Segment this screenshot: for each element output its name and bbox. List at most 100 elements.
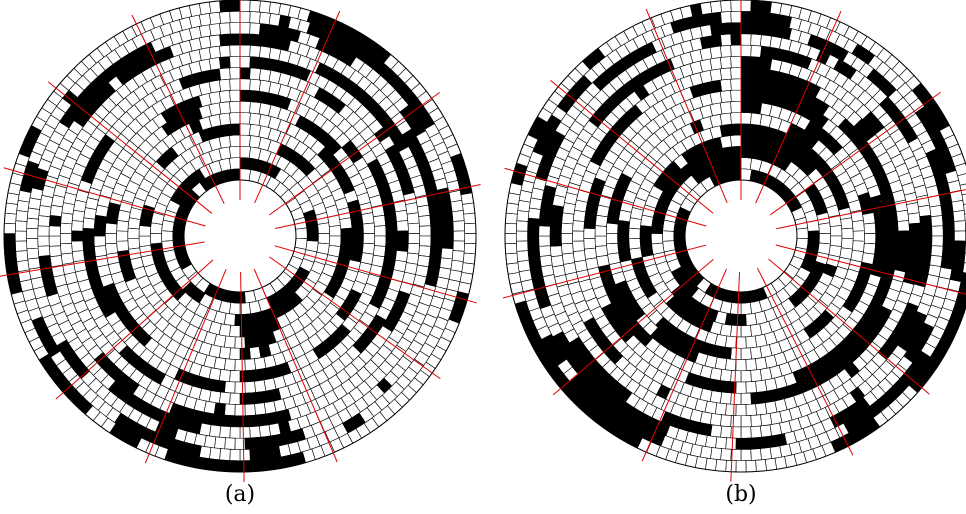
empty-cell (755, 459, 767, 472)
empty-cell (730, 44, 742, 57)
empty-cell (26, 217, 39, 230)
filled-cell (229, 415, 241, 428)
filled-cell (807, 230, 820, 242)
empty-cell (829, 225, 843, 237)
filled-cell (239, 370, 251, 383)
empty-cell (725, 358, 737, 371)
filled-cell (699, 35, 713, 50)
filled-cell (229, 0, 241, 12)
empty-cell (219, 44, 231, 58)
filled-cell (740, 22, 752, 35)
filled-cell (3, 242, 17, 255)
filled-cell (549, 235, 562, 247)
empty-cell (463, 212, 476, 225)
empty-cell (229, 426, 241, 439)
empty-cell (549, 245, 563, 257)
filled-cell (229, 33, 241, 46)
filled-cell (218, 123, 231, 138)
filled-cell (82, 247, 96, 260)
empty-cell (71, 220, 84, 232)
empty-cell (149, 233, 163, 245)
empty-cell (229, 22, 241, 35)
filled-cell (39, 264, 54, 278)
empty-cell (224, 380, 236, 394)
filled-cell (960, 272, 966, 284)
empty-cell (198, 35, 212, 50)
empty-cell (15, 220, 28, 232)
empty-cell (930, 215, 944, 227)
filled-cell (239, 392, 251, 405)
empty-cell (462, 202, 476, 215)
filled-cell (740, 145, 752, 159)
filled-cell (527, 217, 540, 230)
filled-cell (740, 67, 752, 80)
empty-cell (239, 112, 251, 125)
empty-cell (234, 336, 246, 349)
empty-cell (740, 44, 752, 57)
empty-cell (662, 230, 675, 242)
filled-cell (429, 215, 443, 227)
empty-cell (504, 242, 518, 255)
empty-cell (504, 233, 517, 244)
filled-cell (639, 225, 653, 237)
filled-cell (942, 238, 955, 250)
empty-cell (249, 67, 262, 81)
sector-divider (47, 81, 213, 214)
filled-cell (750, 11, 762, 24)
empty-cell (26, 238, 39, 250)
empty-cell (218, 112, 231, 126)
filled-cell (172, 237, 186, 250)
empty-cell (249, 346, 262, 360)
empty-cell (218, 90, 231, 103)
empty-cell (572, 240, 585, 252)
empty-cell (161, 240, 175, 253)
empty-cell (719, 369, 732, 382)
filled-cell (750, 0, 762, 13)
empty-cell (583, 227, 596, 239)
empty-cell (229, 78, 241, 91)
sector-divider (552, 258, 714, 396)
empty-cell (373, 214, 386, 227)
empty-cell (37, 215, 51, 227)
empty-cell (218, 101, 231, 115)
empty-cell (229, 67, 241, 80)
sector-divider (645, 8, 728, 203)
empty-cell (229, 44, 241, 57)
filled-cell (239, 33, 251, 46)
filled-cell (263, 457, 277, 471)
sector-divider (730, 271, 741, 482)
empty-cell (796, 227, 809, 240)
empty-cell (229, 324, 241, 338)
empty-cell (719, 90, 732, 103)
filled-cell (239, 157, 252, 170)
empty-cell (406, 212, 420, 225)
filled-cell (351, 230, 364, 242)
empty-cell (71, 250, 85, 263)
filled-cell (920, 235, 933, 247)
filled-cell (441, 228, 454, 239)
empty-cell (328, 225, 342, 237)
filled-cell (254, 459, 266, 472)
empty-cell (259, 11, 271, 25)
empty-cell (254, 379, 267, 393)
empty-cell (219, 425, 231, 439)
filled-cell (750, 67, 763, 81)
empty-cell (239, 134, 251, 148)
filled-cell (617, 219, 630, 232)
empty-cell (48, 235, 61, 247)
empty-cell (745, 358, 757, 371)
empty-cell (254, 402, 267, 416)
empty-cell (735, 336, 747, 349)
filled-cell (919, 245, 933, 257)
empty-cell (451, 210, 465, 222)
filled-cell (617, 240, 630, 253)
empty-cell (239, 123, 251, 136)
empty-cell (460, 192, 474, 205)
filled-cell (583, 217, 597, 230)
filled-cell (730, 33, 742, 46)
empty-cell (208, 91, 222, 105)
filled-cell (745, 437, 757, 450)
sector-divider (504, 167, 707, 227)
empty-cell (396, 220, 409, 232)
filled-cell (884, 207, 898, 220)
